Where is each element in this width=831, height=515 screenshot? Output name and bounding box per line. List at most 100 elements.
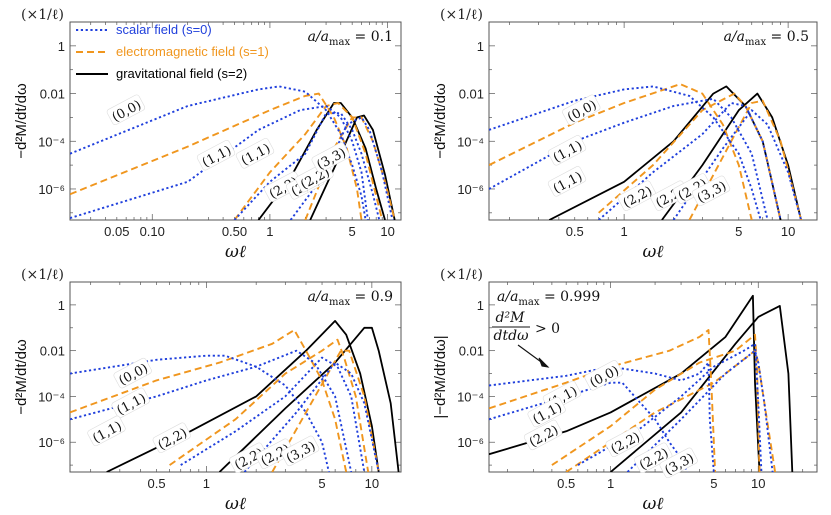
series-em-1-1 xyxy=(70,92,363,220)
panel-title: a/amax = 0.999 xyxy=(497,289,600,308)
x-tick-label: 0.5 xyxy=(147,476,165,491)
unit-label: (×1/ℓ) xyxy=(440,7,483,23)
positivity-annotation: d²M dtdω > 0 xyxy=(492,310,560,368)
x-tick-label: 0.5 xyxy=(557,476,575,491)
series-scalar-2-2 xyxy=(577,342,763,472)
annotation-relation: > 0 xyxy=(535,321,560,337)
series-em-1-1 xyxy=(489,83,753,220)
annotation-numerator: d²M xyxy=(496,310,526,326)
x-tick-label: 10 xyxy=(380,224,394,239)
curve-label: (1,1) xyxy=(547,135,587,166)
curve-label: (1,1) xyxy=(547,166,587,197)
series-grav-2-2 xyxy=(106,320,380,472)
x-tick-label: 5 xyxy=(710,476,717,491)
series-grav-3-3 xyxy=(661,92,802,220)
y-axis-label: |−d²M/dt/dω| xyxy=(432,335,449,418)
x-tick-label: 5 xyxy=(349,224,356,239)
series-em-2-2 xyxy=(169,338,370,472)
series-em-2-2 xyxy=(233,102,384,220)
panel-3: 0.5 1 5 10 1 0.01 10⁻⁴ 10⁻⁶ (×1/ℓ) ωℓ −d²M/dt/dω (0… xyxy=(13,267,402,514)
y-tick-label: 1 xyxy=(58,39,65,54)
y-tick-label: 0.01 xyxy=(459,87,484,102)
series-scalar-3-3 xyxy=(672,109,803,220)
y-tick-label: 10⁻⁶ xyxy=(457,435,484,450)
panel-title: a/amax = 0.9 xyxy=(308,289,393,308)
x-tick-label: 0.5 xyxy=(566,224,584,239)
x-tick-label: 1 xyxy=(621,224,628,239)
curve-label: (0,0) xyxy=(106,94,146,125)
x-axis-label: ωℓ xyxy=(225,242,246,262)
x-tick-label: 10 xyxy=(781,224,795,239)
y-tick-label: 10⁻⁴ xyxy=(457,134,484,149)
legend: scalar field (s=0) electromagnetic field … xyxy=(76,22,269,81)
y-axis-label: −d²M/dt/dω xyxy=(13,83,30,159)
series-scalar-0-0 xyxy=(489,361,715,472)
series-scalar-2-2 xyxy=(180,356,366,472)
series-scalar-1-1 xyxy=(70,105,369,220)
y-tick-label: 10⁻⁴ xyxy=(38,389,65,404)
x-axis-label: ωℓ xyxy=(643,242,664,262)
series-scalar-2-2 xyxy=(233,112,381,220)
y-tick-label: 1 xyxy=(477,39,484,54)
x-axis-label: ωℓ xyxy=(225,494,246,514)
curve-label: (1,1) xyxy=(87,415,126,446)
series-em-2-2 xyxy=(598,92,782,220)
curve-label: (1,1) xyxy=(111,387,150,419)
y-tick-label: 10⁻⁶ xyxy=(457,182,484,197)
series-grav-2-2 xyxy=(489,294,761,472)
y-tick-label: 1 xyxy=(58,298,65,313)
curve-label: (0,0) xyxy=(113,357,152,389)
x-tick-label: 1 xyxy=(266,224,273,239)
x-tick-label: 5 xyxy=(318,476,325,491)
x-tick-label: 0.50 xyxy=(222,224,247,239)
minor-ticks xyxy=(489,21,817,220)
unit-label: (×1/ℓ) xyxy=(21,7,64,23)
series-scalar-0-0 xyxy=(70,85,367,220)
y-axis-label: −d²M/dt/dω xyxy=(13,339,30,415)
y-tick-label: 10⁻⁴ xyxy=(38,134,65,149)
x-tick-label: 5 xyxy=(735,224,742,239)
plot-frame xyxy=(488,281,818,473)
x-tick-label: 1 xyxy=(203,476,210,491)
x-tick-label: 0.10 xyxy=(140,224,165,239)
legend-label: electromagnetic field (s=1) xyxy=(116,44,269,59)
y-tick-label: 10⁻⁴ xyxy=(457,389,484,404)
unit-label: (×1/ℓ) xyxy=(21,267,64,283)
x-tick-label: 0.05 xyxy=(104,224,129,239)
curve-label: (1,1) xyxy=(196,139,236,171)
curve-label: (2,2) xyxy=(152,422,191,453)
unit-label: (×1/ℓ) xyxy=(440,267,483,283)
plot-frame xyxy=(488,21,818,221)
legend-label: gravitational field (s=2) xyxy=(116,66,247,81)
panel-title: a/amax = 0.5 xyxy=(724,29,809,48)
series-lines xyxy=(70,320,400,472)
y-tick-label: 10⁻⁶ xyxy=(38,182,65,197)
y-tick-label: 0.01 xyxy=(40,344,65,359)
x-tick-label: 10 xyxy=(365,476,379,491)
minor-ticks xyxy=(489,281,817,472)
legend-label: scalar field (s=0) xyxy=(116,22,212,37)
y-tick-label: 0.01 xyxy=(459,344,484,359)
series-em-3-3 xyxy=(688,99,803,220)
y-tick-label: 10⁻⁶ xyxy=(38,435,65,450)
series-scalar-1-1 xyxy=(489,97,769,220)
series-em-1-1 xyxy=(489,329,717,472)
series-em-2-2 xyxy=(551,333,761,472)
x-tick-label: 10 xyxy=(751,476,765,491)
series-grav-2-2 xyxy=(257,102,386,220)
y-tick-label: 1 xyxy=(477,298,484,313)
series-grav-3-3 xyxy=(218,326,400,472)
panel-4: 0.5 1 5 10 1 0.01 10⁻⁴ 10⁻⁶ (×1/ℓ) ωℓ |−d²M/dt/dω|… xyxy=(432,267,818,514)
curve-label: (2,2) xyxy=(605,426,644,457)
x-axis-label: ωℓ xyxy=(643,494,664,514)
annotation-arrow-head xyxy=(538,357,550,368)
curve-label: (1,1) xyxy=(235,138,275,169)
curve-label: (0,0) xyxy=(584,360,623,391)
series-grav-3-3 xyxy=(610,305,794,472)
y-tick-label: 0.01 xyxy=(40,87,65,102)
series-em-1-1 xyxy=(70,329,348,472)
series-em-3-3 xyxy=(271,349,380,472)
series-scalar-2-2 xyxy=(598,102,782,220)
